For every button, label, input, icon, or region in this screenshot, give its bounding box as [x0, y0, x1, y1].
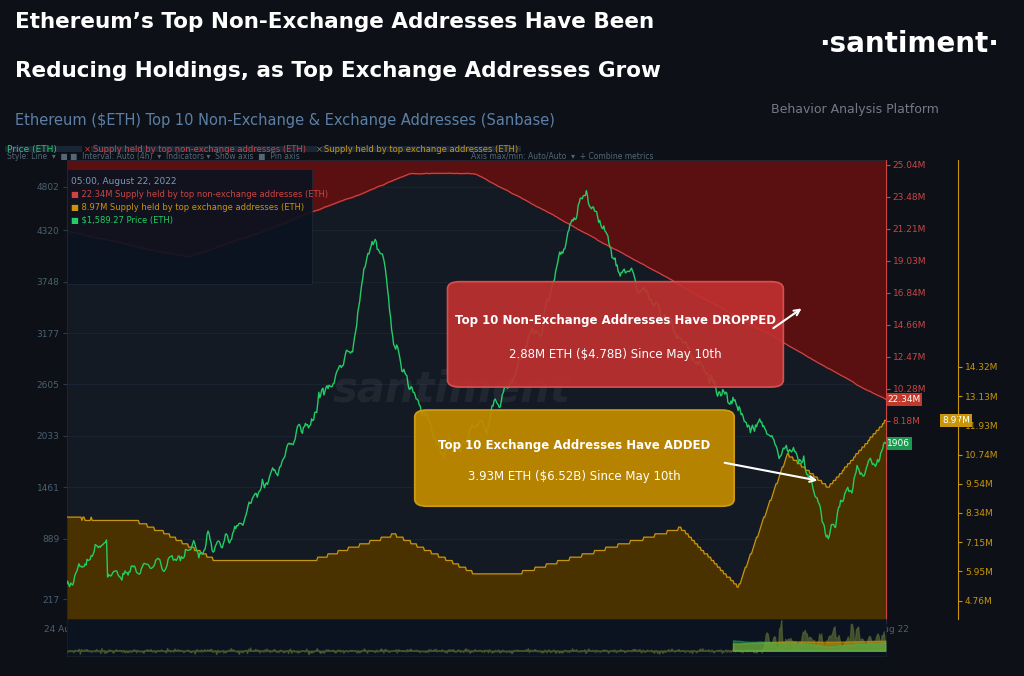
- Text: Style: Line  ▾  ■ ■  Interval: Auto (4h)  ▾  Indicators ▾  Show axis  ■  Pin axi: Style: Line ▾ ■ ■ Interval: Auto (4h) ▾ …: [7, 152, 300, 161]
- FancyBboxPatch shape: [4, 146, 82, 153]
- Text: Top 10 Exchange Addresses Have ADDED: Top 10 Exchange Addresses Have ADDED: [438, 439, 711, 452]
- Text: Reducing Holdings, as Top Exchange Addresses Grow: Reducing Holdings, as Top Exchange Addre…: [15, 61, 662, 81]
- FancyBboxPatch shape: [67, 170, 312, 284]
- Text: ■ 22.34M Supply held by top non-exchange addresses (ETH): ■ 22.34M Supply held by top non-exchange…: [72, 190, 329, 199]
- Text: ×: ×: [315, 145, 323, 154]
- Text: Behavior Analysis Platform: Behavior Analysis Platform: [771, 103, 939, 116]
- FancyBboxPatch shape: [91, 146, 317, 153]
- Text: ×: ×: [83, 145, 90, 154]
- Text: 2.88M ETH ($4.78B) Since May 10th: 2.88M ETH ($4.78B) Since May 10th: [509, 348, 722, 361]
- Text: ■ 8.97M Supply held by top exchange addresses (ETH): ■ 8.97M Supply held by top exchange addr…: [72, 203, 304, 212]
- Text: Supply held by top non-exchange addresses (ETH): Supply held by top non-exchange addresse…: [93, 145, 306, 154]
- Text: santiment: santiment: [333, 368, 570, 410]
- Text: ·santiment·: ·santiment·: [819, 30, 999, 57]
- Text: 05:00, August 22, 2022: 05:00, August 22, 2022: [72, 177, 177, 186]
- Text: Axis max/min: Auto/Auto  ▾  + Combine metrics: Axis max/min: Auto/Auto ▾ + Combine metr…: [471, 152, 653, 161]
- Text: Ethereum’s Top Non-Exchange Addresses Have Been: Ethereum’s Top Non-Exchange Addresses Ha…: [15, 11, 654, 32]
- Text: 1906: 1906: [888, 439, 910, 448]
- Text: Supply held by top exchange addresses (ETH): Supply held by top exchange addresses (E…: [325, 145, 518, 154]
- Text: Ethereum ($ETH) Top 10 Non-Exchange & Exchange Addresses (Sanbase): Ethereum ($ETH) Top 10 Non-Exchange & Ex…: [15, 114, 555, 128]
- Text: ■ $1,589.27 Price (ETH): ■ $1,589.27 Price (ETH): [72, 216, 173, 224]
- Text: Top 10 Non-Exchange Addresses Have DROPPED: Top 10 Non-Exchange Addresses Have DROPP…: [455, 314, 776, 327]
- Text: Price (ETH): Price (ETH): [7, 145, 57, 154]
- Text: 22.34M: 22.34M: [888, 395, 921, 404]
- Text: 8.97M: 8.97M: [942, 416, 970, 425]
- FancyBboxPatch shape: [322, 146, 521, 153]
- FancyBboxPatch shape: [447, 282, 783, 387]
- FancyBboxPatch shape: [415, 410, 734, 506]
- Text: 3.93M ETH ($6.52B) Since May 10th: 3.93M ETH ($6.52B) Since May 10th: [468, 470, 681, 483]
